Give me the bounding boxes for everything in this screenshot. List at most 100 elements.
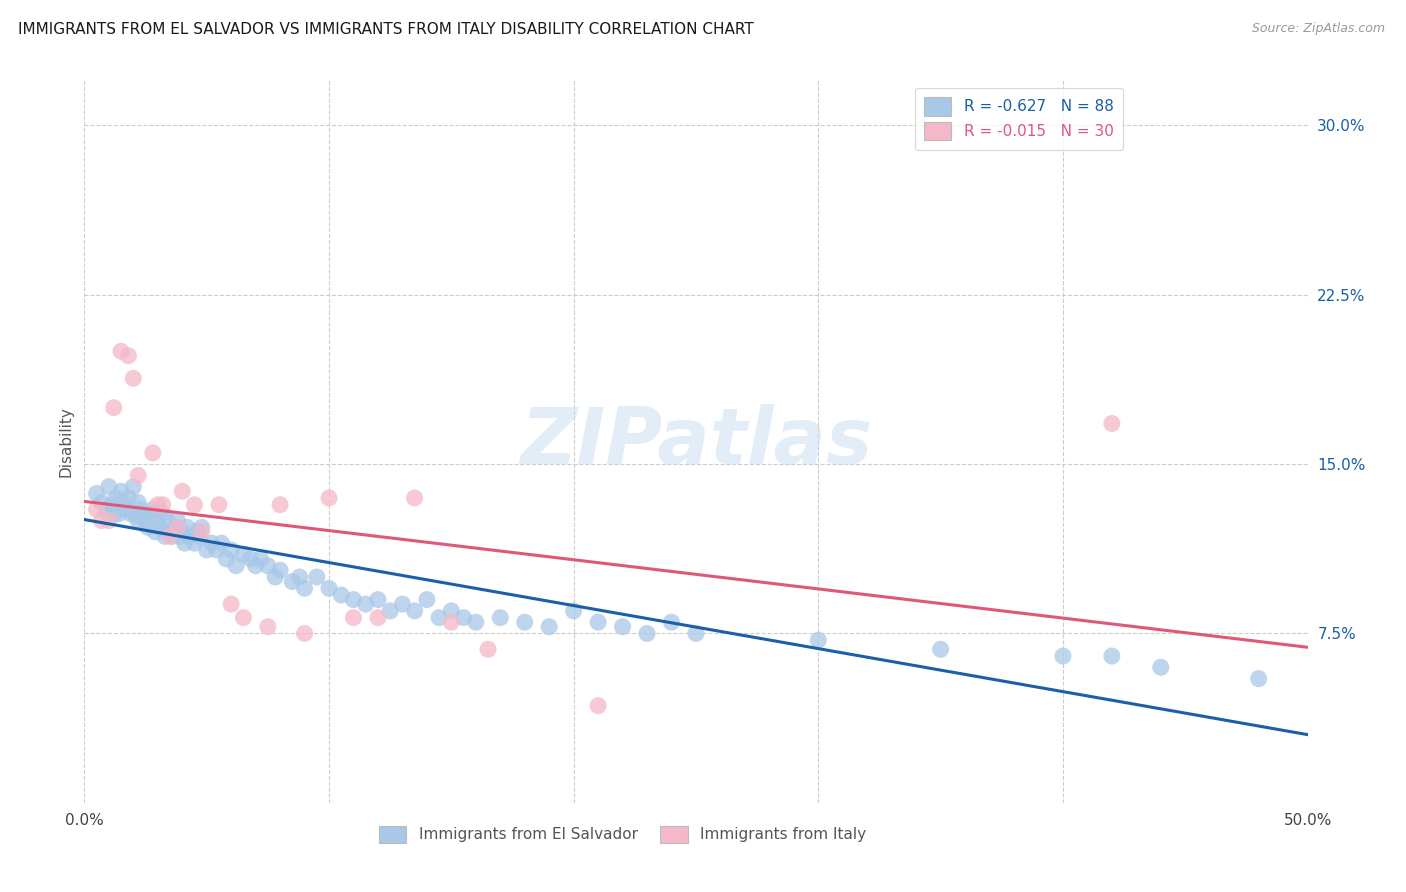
Point — [183, 498, 205, 512]
Point — [477, 642, 499, 657]
Point — [208, 498, 231, 512]
Point — [1052, 648, 1074, 663]
Point — [173, 536, 195, 550]
Point — [120, 507, 142, 521]
Point — [152, 498, 174, 512]
Point — [90, 495, 112, 509]
Point — [122, 371, 145, 385]
Point — [153, 529, 176, 543]
Point — [1150, 660, 1173, 674]
Point — [404, 604, 426, 618]
Point — [200, 536, 222, 550]
Point — [179, 529, 201, 543]
Point — [166, 520, 188, 534]
Point — [127, 468, 149, 483]
Point — [186, 524, 208, 539]
Point — [156, 514, 179, 528]
Point — [489, 610, 512, 624]
Point — [105, 491, 128, 505]
Point — [586, 698, 609, 713]
Point — [318, 582, 340, 596]
Point — [513, 615, 536, 630]
Point — [391, 597, 413, 611]
Point — [152, 507, 174, 521]
Point — [172, 484, 194, 499]
Point — [367, 592, 389, 607]
Point — [318, 491, 340, 505]
Point — [195, 542, 218, 557]
Point — [103, 507, 125, 521]
Point — [183, 536, 205, 550]
Point — [269, 563, 291, 577]
Point — [162, 529, 184, 543]
Point — [215, 552, 238, 566]
Point — [305, 570, 328, 584]
Point — [330, 588, 353, 602]
Text: IMMIGRANTS FROM EL SALVADOR VS IMMIGRANTS FROM ITALY DISABILITY CORRELATION CHAR: IMMIGRANTS FROM EL SALVADOR VS IMMIGRANT… — [18, 22, 754, 37]
Point — [159, 524, 181, 539]
Legend: Immigrants from El Salvador, Immigrants from Italy: Immigrants from El Salvador, Immigrants … — [373, 820, 873, 849]
Point — [103, 401, 125, 415]
Point — [107, 507, 129, 521]
Point — [264, 570, 287, 584]
Point — [122, 480, 145, 494]
Point — [146, 498, 169, 512]
Point — [135, 514, 157, 528]
Point — [1101, 417, 1123, 431]
Point — [288, 570, 311, 584]
Point — [188, 529, 211, 543]
Point — [245, 558, 267, 573]
Point — [249, 552, 271, 566]
Point — [191, 524, 214, 539]
Point — [562, 604, 585, 618]
Point — [176, 520, 198, 534]
Point — [219, 542, 242, 557]
Point — [100, 498, 122, 512]
Point — [117, 349, 139, 363]
Point — [342, 592, 364, 607]
Point — [257, 620, 280, 634]
Point — [149, 520, 172, 534]
Point — [127, 514, 149, 528]
Point — [269, 498, 291, 512]
Point — [163, 520, 186, 534]
Point — [257, 558, 280, 573]
Point — [636, 626, 658, 640]
Point — [612, 620, 634, 634]
Point — [807, 633, 830, 648]
Point — [367, 610, 389, 624]
Point — [166, 514, 188, 528]
Point — [112, 495, 135, 509]
Point — [97, 480, 120, 494]
Point — [354, 597, 377, 611]
Point — [125, 509, 148, 524]
Point — [129, 502, 152, 516]
Point — [139, 507, 162, 521]
Point — [110, 344, 132, 359]
Y-axis label: Disability: Disability — [58, 406, 73, 477]
Point — [86, 502, 108, 516]
Point — [143, 524, 166, 539]
Point — [538, 620, 561, 634]
Point — [380, 604, 402, 618]
Point — [685, 626, 707, 640]
Point — [97, 514, 120, 528]
Point — [225, 558, 247, 573]
Point — [115, 502, 138, 516]
Point — [232, 610, 254, 624]
Point — [440, 604, 463, 618]
Point — [110, 484, 132, 499]
Point — [1101, 648, 1123, 663]
Point — [117, 491, 139, 505]
Point — [416, 592, 439, 607]
Point — [90, 514, 112, 528]
Text: ZIPatlas: ZIPatlas — [520, 403, 872, 480]
Point — [440, 615, 463, 630]
Point — [281, 574, 304, 589]
Point — [219, 597, 242, 611]
Point — [205, 542, 228, 557]
Point — [232, 548, 254, 562]
Point — [239, 552, 262, 566]
Point — [294, 626, 316, 640]
Point — [159, 529, 181, 543]
